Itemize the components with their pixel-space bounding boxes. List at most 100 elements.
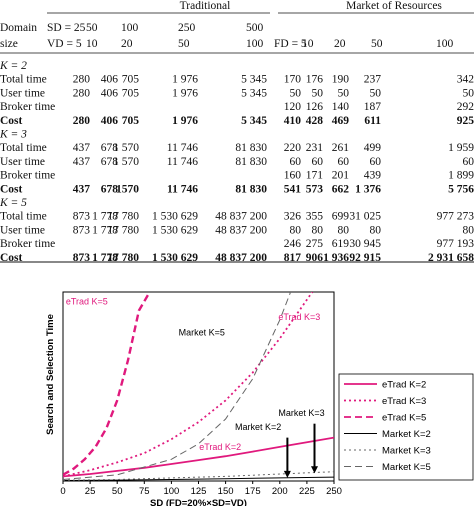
row-label: Broker time: [0, 101, 55, 113]
header-cell: 50: [178, 38, 190, 50]
legend-label: eTrad K=3: [382, 396, 426, 407]
header-cell: 20: [334, 38, 346, 50]
table-cell: 190: [332, 74, 350, 86]
table-cell: 925: [457, 115, 474, 127]
table-cell: 292: [457, 101, 474, 113]
legend-label: Market K=2: [382, 429, 431, 440]
table-cell: 410: [284, 115, 302, 127]
table-cell: 573: [306, 183, 324, 195]
header-cell: 20: [121, 38, 133, 50]
x-tick-label: 250: [326, 486, 342, 497]
table-cell: 81 830: [235, 142, 267, 154]
table-cell: 160: [284, 170, 302, 182]
table-cell: 171: [306, 170, 324, 182]
table-cell: 187: [364, 101, 382, 113]
legend-label: eTrad K=5: [382, 413, 426, 424]
row-label: User time: [0, 224, 45, 236]
table-cell: 11 746: [167, 156, 198, 168]
table-cell: 1 376: [355, 183, 381, 195]
table-cell: 60: [290, 156, 302, 168]
table-cell: 342: [457, 74, 474, 86]
table-cell: 81 830: [235, 156, 267, 168]
table-cell: 873: [73, 224, 91, 236]
table-cell: 1 976: [172, 87, 198, 99]
table-cell: 60: [312, 156, 324, 168]
x-tick-label: 75: [139, 486, 150, 497]
table-cell: 126: [306, 101, 324, 113]
table-cell: 50: [312, 87, 324, 99]
header-cell: 10: [86, 38, 98, 50]
table-cell: 280: [73, 87, 91, 99]
header-cell: 50: [371, 38, 383, 50]
table-cell: 705: [122, 115, 140, 127]
table-cell: 5 756: [448, 183, 474, 195]
table-cell: 1 530 629: [152, 224, 198, 236]
table-cell: 1 959: [448, 142, 474, 154]
group-header-market: Market of Resources: [346, 0, 442, 12]
row-label: Total time: [0, 211, 47, 223]
table-cell: 355: [306, 211, 324, 223]
header-cell: 10: [302, 38, 314, 50]
table-cell: 237: [364, 74, 382, 86]
table-cell: 406: [101, 115, 119, 127]
table-cell: 60: [463, 156, 474, 168]
table-cell: 261: [332, 142, 350, 154]
x-tick-label: 100: [163, 486, 179, 497]
x-tick-label: 150: [218, 486, 234, 497]
x-tick-label: 225: [299, 486, 315, 497]
table-cell: 80: [463, 224, 474, 236]
x-tick-label: 25: [85, 486, 96, 497]
table-cell: 5 345: [241, 74, 267, 86]
table-cell: 705: [122, 74, 140, 86]
table-cell: 11 746: [167, 183, 198, 195]
table-cell: 662: [332, 183, 350, 195]
row-label: Broker time: [0, 170, 55, 182]
header-cell: 100: [121, 22, 139, 34]
group-header-traditional: Traditional: [180, 0, 231, 12]
table-cell: 30 945: [349, 238, 381, 250]
row-label: User time: [0, 87, 45, 99]
table-cell: 246: [284, 238, 302, 250]
header-cell: 100: [436, 38, 454, 50]
table-cell: 80: [338, 224, 350, 236]
table-cell: 1 530 629: [152, 211, 198, 223]
table-cell: 120: [284, 101, 302, 113]
table-cell: 170: [284, 74, 302, 86]
legend-label: Market K=3: [382, 446, 431, 457]
header-cell: Domain: [0, 22, 37, 34]
table-cell: 48 837 200: [215, 224, 267, 236]
table-cell: 275: [306, 238, 324, 250]
table-cell: 1570: [116, 183, 139, 195]
table-cell: 176: [306, 74, 324, 86]
table-cell: 619: [332, 238, 350, 250]
header-cell: VD = 5: [47, 38, 82, 50]
table-cell: 5 345: [241, 115, 267, 127]
table-cell: 1 570: [113, 156, 139, 168]
x-tick-label: 125: [191, 486, 207, 497]
table-cell: 60: [338, 156, 350, 168]
row-label: Total time: [0, 74, 47, 86]
curve-annotation: eTrad K=5: [66, 296, 108, 306]
row-label: User time: [0, 156, 45, 168]
table-cell: 437: [73, 183, 91, 195]
header-cell: 250: [178, 22, 196, 34]
series-line-etrad-k-3: [63, 292, 312, 476]
section-label-k: K = 5: [0, 197, 27, 209]
row-label: Cost: [0, 115, 23, 127]
table-cell: 48 837 200: [215, 211, 267, 223]
table-cell: 50: [290, 87, 302, 99]
section-label-k: K = 2: [0, 60, 27, 72]
table-cell: 977 193: [437, 238, 474, 250]
table-cell: 469: [332, 115, 350, 127]
legend-label: eTrad K=2: [382, 380, 426, 391]
x-tick-label: 0: [60, 486, 65, 497]
table-cell: 499: [364, 142, 382, 154]
table-cell: 50: [463, 87, 474, 99]
table-cell: 428: [306, 115, 324, 127]
table-cell: 873: [73, 211, 91, 223]
table-cell: 406: [101, 74, 119, 86]
table-cell: 439: [364, 170, 382, 182]
curve-annotation: eTrad K=2: [199, 442, 241, 452]
x-tick-label: 50: [112, 486, 123, 497]
